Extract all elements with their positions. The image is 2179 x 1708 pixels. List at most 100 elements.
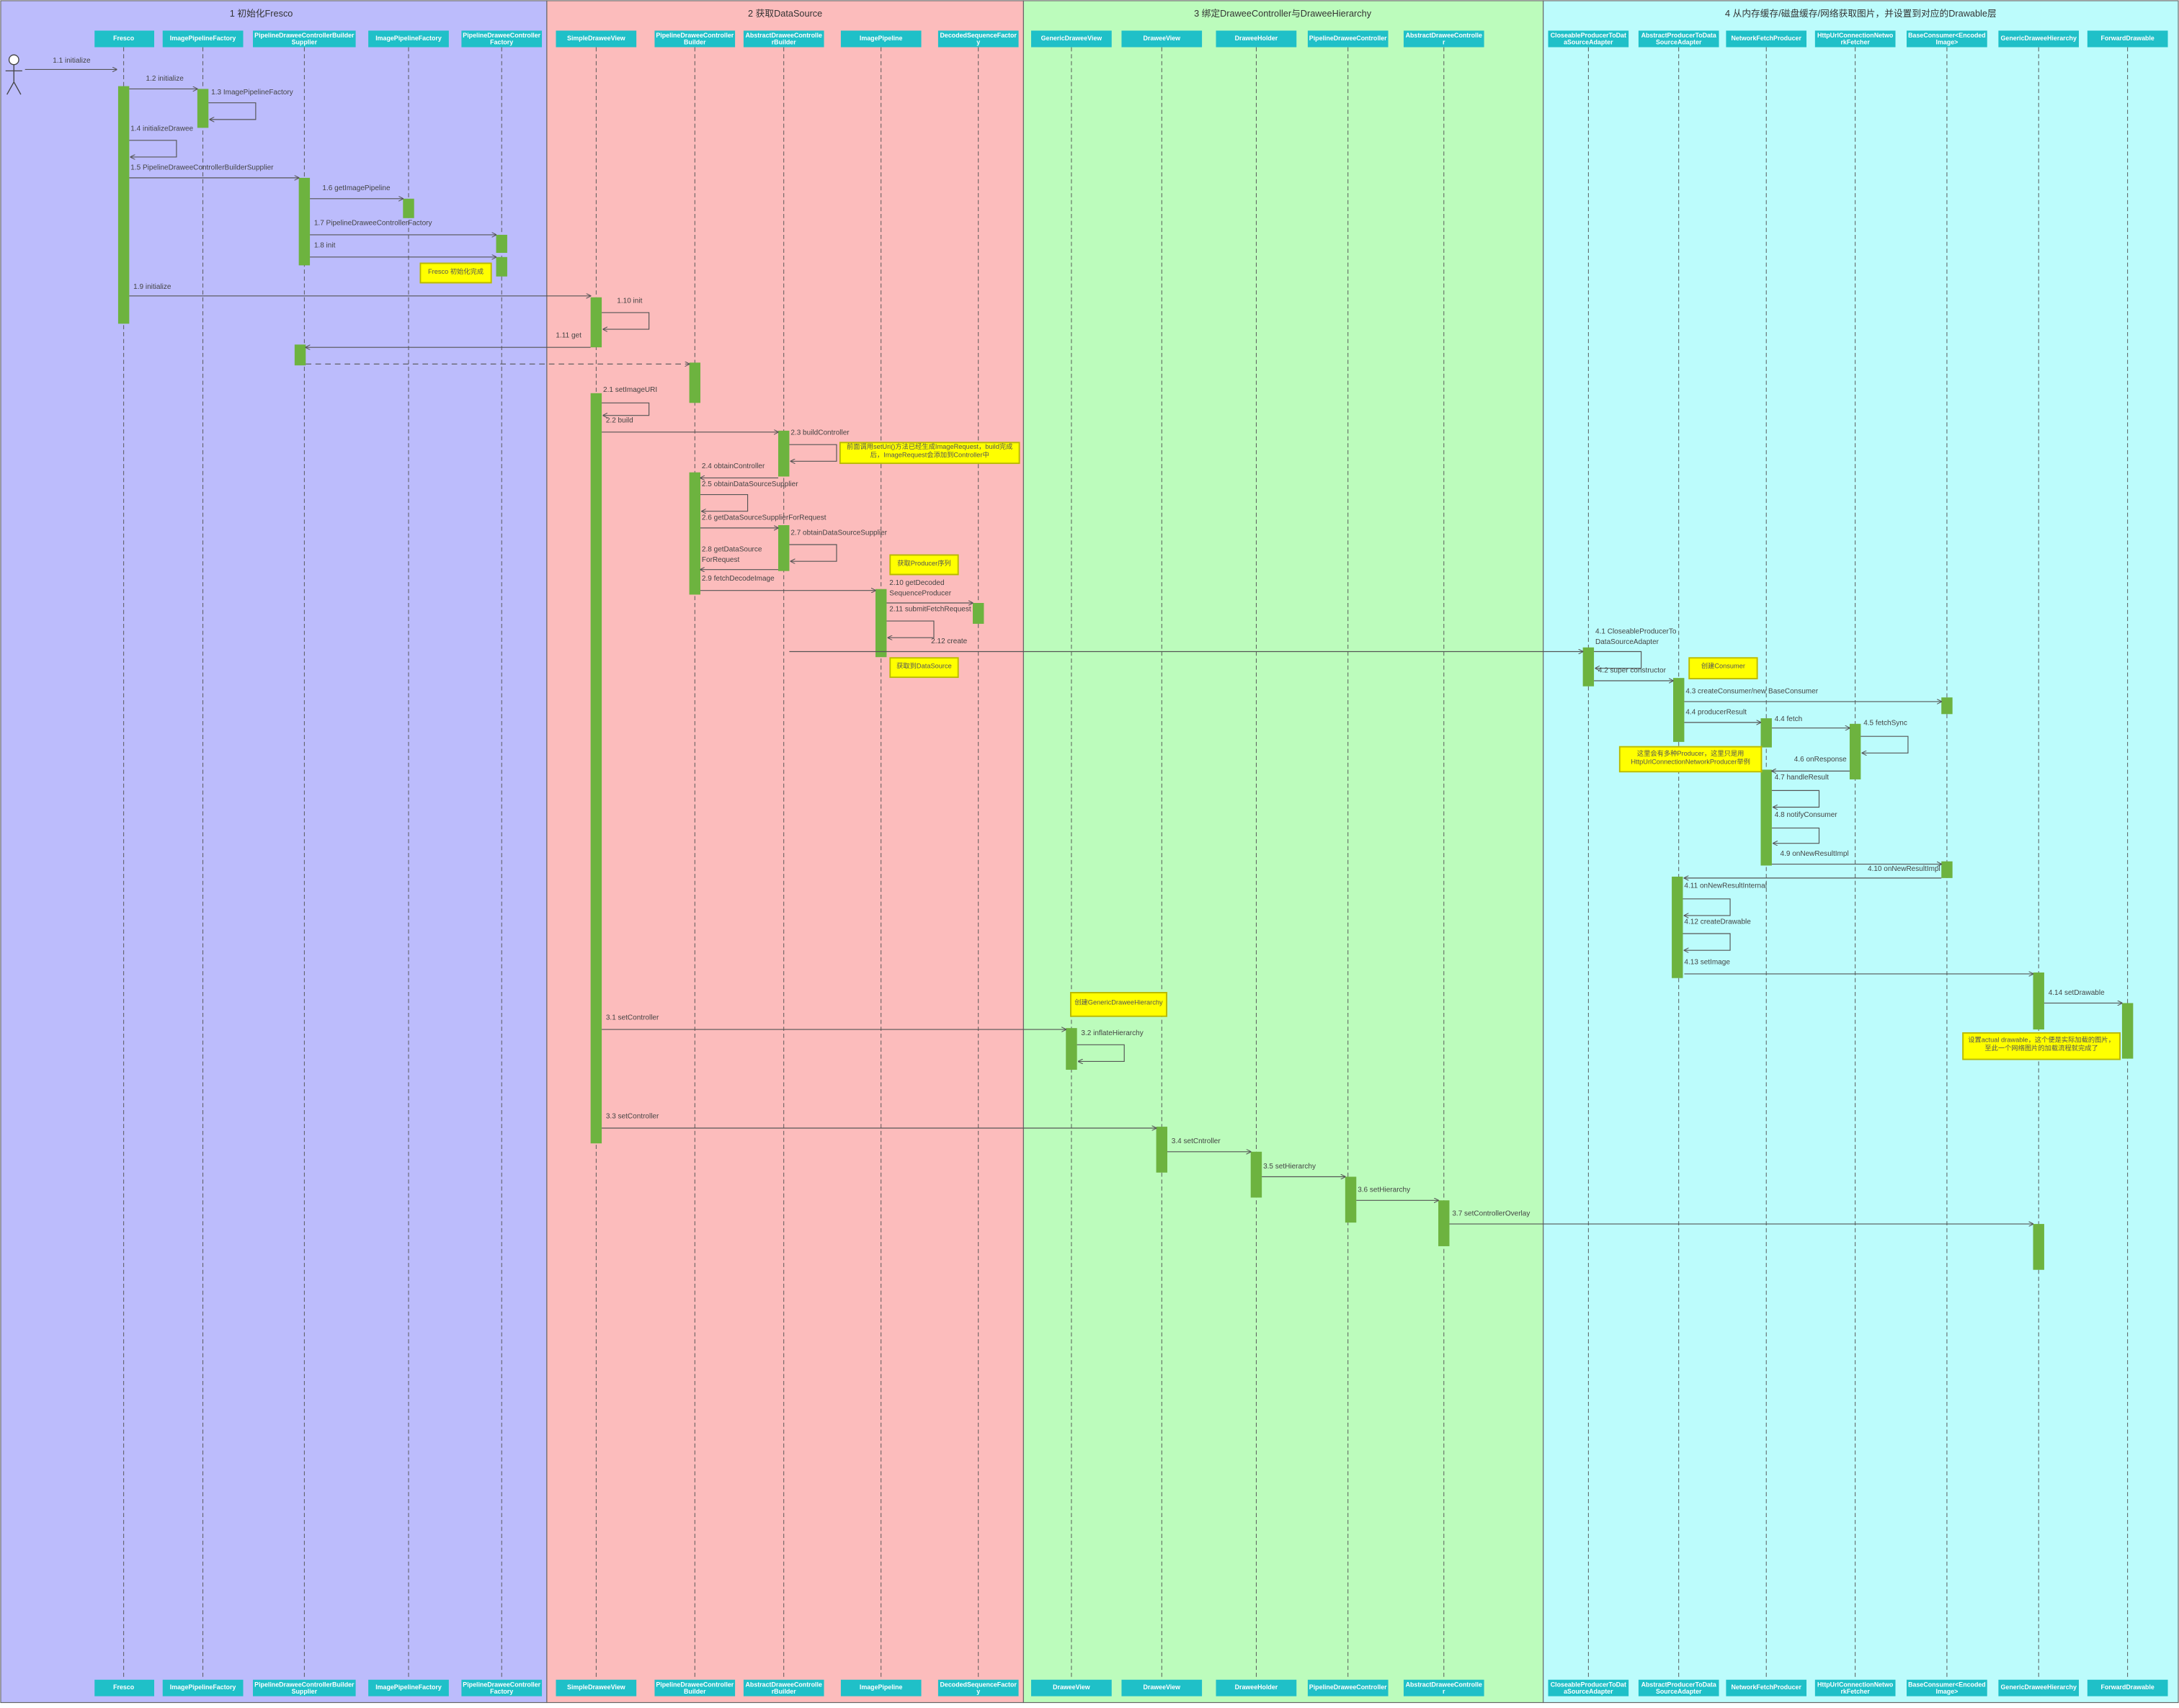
participant-box: PipelineDraweeControllerBuilderSupplier <box>253 30 356 48</box>
activation <box>2121 1003 2134 1059</box>
participant-footer: ImagePipelineFactory <box>368 1679 449 1696</box>
message-label: 1.8 init <box>314 241 336 249</box>
self-message-arrow <box>208 102 257 120</box>
participant-footer-box: AbstractProducerToDataSourceAdapter <box>1638 1679 1719 1696</box>
participant-footer-box: ForwardDrawable <box>2087 1679 2168 1696</box>
participant-box: ImagePipelineFactory <box>162 30 244 48</box>
participant-box: ImagePipelineFactory <box>368 30 449 48</box>
participant-footer-box: ImagePipelineFactory <box>368 1679 449 1696</box>
participant-footer: DecodedSequenceFactory <box>937 1679 1019 1696</box>
message-label: 4.5 fetchSync <box>1863 720 1907 728</box>
note: 设置actual drawable，这个便是实际加载的图片，至此一个网络图片的加… <box>1962 1032 2121 1060</box>
participant: DraweeHolder <box>1216 30 1297 48</box>
message-label: 4.10 onNewResultImpl <box>1868 865 1940 873</box>
self-message-arrow <box>1077 1044 1125 1061</box>
participant-footer: GenericDraweeHierarchy <box>1998 1679 2080 1696</box>
participant-footer-box: AbstractDraweeController <box>1403 1679 1484 1696</box>
participant-footer-box: ImagePipeline <box>840 1679 922 1696</box>
participant-box: AbstractDraweeController <box>1403 30 1484 48</box>
participant: DraweeView <box>1121 30 1203 48</box>
message-label: 3.2 inflateHierarchy <box>1081 1029 1143 1037</box>
self-message-arrow <box>700 494 749 511</box>
note: Fresco 初始化完成 <box>419 262 492 284</box>
message-label: 2.9 fetchDecodeImage <box>702 575 775 583</box>
message-label: 4.12 createDrawable <box>1684 918 1751 926</box>
note: 获取Producer序列 <box>889 554 959 576</box>
participant-footer-box: SimpleDraweeView <box>556 1679 637 1696</box>
message-label: 3.4 setCntroller <box>1172 1137 1221 1145</box>
participant: NetworkFetchProducer <box>1726 30 1807 48</box>
message-label: 4.11 onNewResultInternal <box>1684 882 1767 890</box>
participant: PipelineDraweeController <box>1307 30 1389 48</box>
message-label: 4.1 CloseableProducerTo DataSourceAdapter <box>1595 627 1677 645</box>
activation <box>1941 697 1953 715</box>
activation <box>1760 718 1772 748</box>
participant-box: Fresco <box>94 30 154 48</box>
message-label: 4.14 setDrawable <box>2049 989 2105 997</box>
self-message-arrow <box>1771 790 1820 807</box>
participant-box: PipelineDraweeControllerFactory <box>461 30 543 48</box>
participant: PipelineDraweeControllerBuilder <box>654 30 736 48</box>
participant-footer-box: Fresco <box>94 1679 154 1696</box>
participant-footer-box: NetworkFetchProducer <box>1726 1679 1807 1696</box>
activation <box>1760 769 1772 866</box>
activation <box>1066 1028 1077 1070</box>
participant-footer: DraweeHolder <box>1216 1679 1297 1696</box>
message-label: 4.4 fetch <box>1775 715 1802 723</box>
message-label: 2.1 setImageURI <box>603 386 657 394</box>
participant: BaseConsumer<EncodedImage> <box>1907 30 1987 48</box>
note-box: 创建GenericDraweeHierarchy <box>1070 992 1167 1017</box>
note: 创建Consumer <box>1688 657 1758 680</box>
participant-footer-box: DecodedSequenceFactory <box>937 1679 1019 1696</box>
message-label: 2.11 submitFetchRequest <box>889 606 971 614</box>
participant: HttpUrlConnectionNetworkFetcher <box>1814 30 1896 48</box>
message-label: 4.13 setImage <box>1684 958 1730 966</box>
self-message-arrow <box>1861 735 1909 753</box>
participant-footer-box: AbstractDraweeControllerBuilder <box>743 1679 824 1696</box>
participant-footer: ForwardDrawable <box>2087 1679 2168 1696</box>
section-title: 4 从内存缓存/磁盘缓存/网络获取图片，并设置到对应的Drawable层 <box>1725 8 1997 19</box>
activation <box>973 603 984 624</box>
participant-box: DraweeHolder <box>1216 30 1297 48</box>
participant: ImagePipeline <box>840 30 922 48</box>
participant-footer: NetworkFetchProducer <box>1726 1679 1807 1696</box>
section-bg <box>1543 0 2179 1704</box>
note: 这里会有多种Producer，这里只是用HttpUrlConnectionNet… <box>1618 746 1763 773</box>
participant-footer: PipelineDraweeController <box>1307 1679 1389 1696</box>
participant-footer: AbstractDraweeController <box>1403 1679 1484 1696</box>
message-label: 1.4 initializeDrawee <box>130 125 193 133</box>
self-message-arrow <box>886 620 935 638</box>
note-box: 这里会有多种Producer，这里只是用HttpUrlConnectionNet… <box>1618 746 1763 773</box>
message-label: 4.2 super constructor <box>1598 666 1667 674</box>
activation <box>2033 1224 2044 1270</box>
activation <box>298 177 311 266</box>
message-label: 3.3 setController <box>606 1113 659 1121</box>
participant-box: CloseableProducerToDataSourceAdapter <box>1548 30 1629 48</box>
participant-footer-box: DraweeView <box>1031 1679 1112 1696</box>
message-label: 3.6 setHierarchy <box>1358 1186 1410 1194</box>
message-label: 1.7 PipelineDraweeControllerFactory <box>314 219 432 227</box>
activation <box>496 256 507 277</box>
self-message-arrow <box>129 140 177 157</box>
note-box: 获取到DataSource <box>889 657 959 679</box>
section-bg <box>0 0 548 1704</box>
participant-footer-box: HttpUrlConnectionNetworkFetcher <box>1814 1679 1896 1696</box>
message-label: 4.6 onResponse <box>1794 756 1847 764</box>
note-box: 获取Producer序列 <box>889 554 959 576</box>
activation <box>1672 876 1683 978</box>
participant-footer: BaseConsumer<EncodedImage> <box>1907 1679 1987 1696</box>
participant-footer: DraweeView <box>1031 1679 1112 1696</box>
participant-box: AbstractProducerToDataSourceAdapter <box>1638 30 1719 48</box>
self-message-arrow <box>602 402 650 415</box>
self-message-arrow <box>1771 827 1820 843</box>
participant: AbstractDraweeController <box>1403 30 1484 48</box>
participant: ImagePipelineFactory <box>368 30 449 48</box>
message-label: 2.10 getDecoded SequenceProducer <box>889 579 951 597</box>
participant-footer: PipelineDraweeControllerBuilderSupplier <box>253 1679 356 1696</box>
message-label: 4.9 onNewResultImpl <box>1781 850 1849 858</box>
activation <box>590 393 602 1144</box>
participant-box: BaseConsumer<EncodedImage> <box>1907 30 1987 48</box>
participant-footer: HttpUrlConnectionNetworkFetcher <box>1814 1679 1896 1696</box>
activation <box>1673 678 1685 742</box>
participant-footer-box: PipelineDraweeControllerBuilderSupplier <box>253 1679 356 1696</box>
